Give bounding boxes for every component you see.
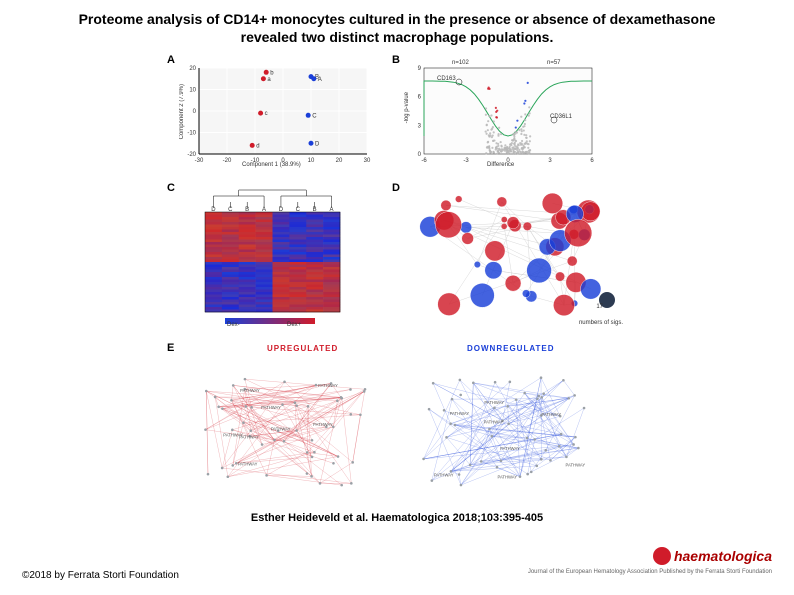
svg-text:PATHWAY: PATHWAY [500,446,520,451]
svg-text:PATHWAY: PATHWAY [497,475,517,480]
svg-text:-30: -30 [195,158,204,164]
svg-text:6: 6 [418,95,422,101]
svg-text:9: 9 [418,66,422,72]
svg-text:PATHWAY: PATHWAY [240,389,260,394]
panel-b: B -6-30360369 Difference -log p-value n=… [392,54,602,174]
panel-c-legend-low: Dex- [227,322,240,328]
svg-text:C: C [312,114,317,120]
logo-dot-icon [653,547,671,565]
svg-text:PATHWAY: PATHWAY [484,420,504,425]
svg-text:d: d [256,144,259,150]
svg-text:c: c [265,112,268,118]
page-title: Proteome analysis of CD14+ monocytes cul… [0,0,794,50]
svg-text:-3: -3 [463,158,469,164]
panel-a: A -30-20-100102030-20-1001020baBAcCdD Co… [167,54,377,174]
panel-b-xlabel: Difference [487,162,514,168]
panel-b-annot-right: CD36L1 [550,114,572,120]
svg-text:30: 30 [364,158,371,164]
panel-b-nright: n=57 [547,60,561,66]
svg-text:20: 20 [336,158,343,164]
panel-e-networks: PATHWAY PATHWAY PATHWAY PATHWAY PATHWAY PATHW… [167,342,627,502]
panel-a-xlabel: Component 1 (38.9%) [242,162,301,168]
panel-b-annot-left: CD163 [437,76,456,82]
panel-d-legend-label: numbers of sigs. [579,320,623,326]
svg-text:PATHWAY: PATHWAY [271,427,291,432]
panel-e: E UPREGULATED DOWNREGULATED PATHWAYPATHW… [167,342,627,502]
svg-text:PATHWAY: PATHWAY [313,422,333,427]
citation: Esther Heideveld et al. Haematologica 20… [0,512,794,524]
svg-text:-20: -20 [187,152,196,158]
journal-logo: haematologica [653,547,772,565]
panel-d-legend-value: 17 [596,304,603,310]
panel-c-heatmap: DCBADCBA [167,182,377,332]
svg-text:0: 0 [193,109,197,115]
svg-text:PATHWAY: PATHWAY [542,412,562,417]
svg-text:PATHWAY: PATHWAY [566,463,586,468]
svg-text:10: 10 [189,88,196,94]
panel-c: C DCBADCBA Dex- Dex+ [167,182,377,332]
figure-area: A -30-20-100102030-20-1001020baBAcCdD Co… [167,54,627,504]
title-line-1: Proteome analysis of CD14+ monocytes cul… [79,11,716,27]
svg-text:6: 6 [590,158,594,164]
panel-b-ylabel: -log p-value [404,92,410,123]
svg-text:PATHWAY: PATHWAY [484,400,504,405]
panel-b-nleft: n=102 [452,60,469,66]
svg-text:20: 20 [189,66,196,72]
svg-text:-6: -6 [421,158,427,164]
svg-text:PATHWAY: PATHWAY [450,411,470,416]
panel-d-bubbles [392,182,627,332]
logo-text: haematologica [674,548,772,564]
panel-a-scatter: -30-20-100102030-20-1001020baBAcCdD [167,54,377,174]
svg-text:PATHWAY: PATHWAY [223,433,243,438]
svg-text:A: A [318,77,322,83]
title-line-2: revealed two distinct macrophage populat… [241,29,554,45]
panel-a-ylabel: Component 2 (7.9%) [179,84,185,139]
svg-text:10: 10 [308,158,315,164]
svg-text:3: 3 [418,124,422,130]
svg-text:PATHWAY: PATHWAY [318,383,338,388]
copyright: ©2018 by Ferrata Storti Foundation [22,570,179,581]
svg-text:D: D [315,142,320,148]
panel-d: D numbers of sigs. 17 [392,182,627,332]
svg-text:-20: -20 [223,158,232,164]
panel-c-legend-high: Dex+ [287,322,301,328]
svg-text:-10: -10 [187,131,196,137]
svg-text:3: 3 [548,158,552,164]
svg-text:PATHWAY: PATHWAY [238,462,258,467]
svg-text:PATHWAY: PATHWAY [434,473,454,478]
logo-subtitle: Journal of the European Hematology Assoc… [528,569,772,575]
svg-text:PATHWAY: PATHWAY [261,405,281,410]
